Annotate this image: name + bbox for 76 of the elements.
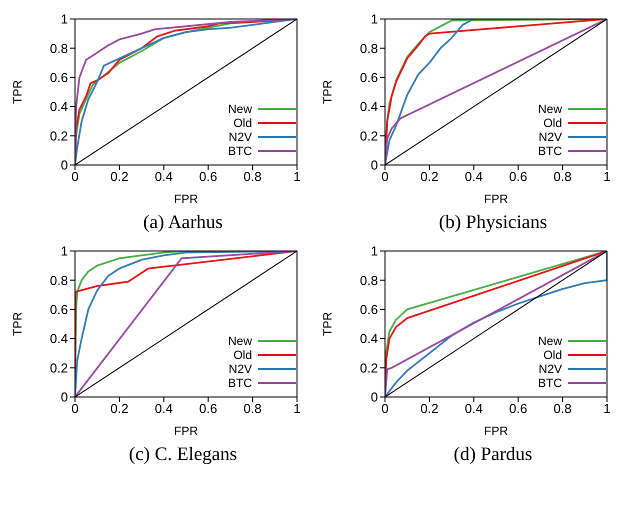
y-tick-label: 0.8 (360, 272, 378, 288)
y-axis-title: TPR (10, 312, 24, 336)
x-tick-label: 0.6 (199, 169, 218, 184)
x-tick-label: 0.8 (554, 401, 572, 416)
legend-label: Old (233, 348, 252, 362)
y-tick-label: 0.2 (50, 360, 68, 376)
legend-label: N2V (228, 130, 252, 144)
y-tick-label: 0.8 (360, 40, 378, 56)
legend-label: BTC (228, 144, 252, 158)
x-tick-label: 0 (381, 401, 389, 416)
x-tick-label: 0.6 (509, 401, 528, 416)
x-tick-label: 0.2 (420, 169, 438, 184)
legend-label: Old (233, 116, 252, 130)
text: (a) Aarhus (142, 212, 224, 234)
y-tick-label: 1 (370, 244, 378, 259)
x-tick-label: 0 (71, 169, 79, 184)
legend-label: BTC (228, 376, 252, 390)
y-axis-title: TPR (320, 312, 334, 336)
y-tick-label: 0.6 (360, 302, 378, 318)
legend-label: New (228, 102, 252, 116)
x-axis-title: FPR (484, 424, 508, 438)
y-tick-label: 0 (370, 390, 378, 405)
legend-label: N2V (228, 362, 252, 376)
y-tick-label: 1 (60, 244, 68, 259)
x-axis-title: FPR (484, 192, 508, 206)
legend-label: Old (543, 348, 562, 362)
y-tick-label: 1 (60, 12, 68, 27)
y-tick-label: 0.2 (50, 128, 68, 144)
x-axis-title: FPR (174, 192, 198, 206)
x-tick-label: 0 (381, 169, 389, 184)
x-tick-label: 0.6 (199, 401, 218, 416)
x-tick-label: 1 (603, 401, 611, 416)
y-tick-label: 0.4 (360, 99, 378, 114)
x-tick-label: 0.2 (420, 401, 438, 416)
x-tick-label: 1 (603, 169, 611, 184)
y-tick-label: 0.6 (50, 70, 68, 86)
x-tick-label: 0.6 (509, 169, 528, 184)
x-tick-label: 0.4 (464, 401, 483, 416)
legend-label: Old (543, 116, 562, 130)
legend-label: New (538, 102, 562, 116)
legend-label: N2V (538, 130, 562, 144)
y-tick-label: 0.2 (360, 128, 378, 144)
y-tick-label: 0 (370, 158, 378, 173)
x-tick-label: 0.2 (110, 401, 128, 416)
legend-label: BTC (538, 144, 562, 158)
x-tick-label: 0 (71, 401, 79, 416)
x-tick-label: 0.8 (554, 169, 572, 184)
y-tick-label: 1 (370, 12, 378, 27)
y-tick-label: 0.6 (50, 302, 68, 318)
legend-label: N2V (538, 362, 562, 376)
y-tick-label: 0 (60, 390, 68, 405)
y-tick-label: 0.8 (50, 40, 68, 56)
x-tick-label: 0.2 (110, 169, 128, 184)
x-axis-title: FPR (174, 424, 198, 438)
y-tick-label: 0.4 (50, 99, 68, 114)
text: (c) C. Elegans (128, 444, 238, 466)
legend-label: BTC (538, 376, 562, 390)
y-axis-title: TPR (10, 80, 24, 104)
y-tick-label: 0.2 (360, 360, 378, 376)
x-tick-label: 0.8 (244, 401, 262, 416)
x-tick-label: 0.4 (154, 401, 173, 416)
text: (b) Physicians (438, 212, 548, 234)
y-tick-label: 0.8 (50, 272, 68, 288)
y-tick-label: 0 (60, 158, 68, 173)
y-tick-label: 0.4 (50, 331, 68, 346)
x-tick-label: 0.4 (464, 169, 483, 184)
y-tick-label: 0.6 (360, 70, 378, 86)
legend-label: New (228, 334, 252, 348)
y-tick-label: 0.4 (360, 331, 378, 346)
x-tick-label: 1 (293, 401, 301, 416)
text: (d) Pardus (452, 444, 534, 466)
x-tick-label: 0.8 (244, 169, 262, 184)
x-tick-label: 0.4 (154, 169, 173, 184)
y-axis-title: TPR (320, 80, 334, 104)
x-tick-label: 1 (293, 169, 301, 184)
legend-label: New (538, 334, 562, 348)
